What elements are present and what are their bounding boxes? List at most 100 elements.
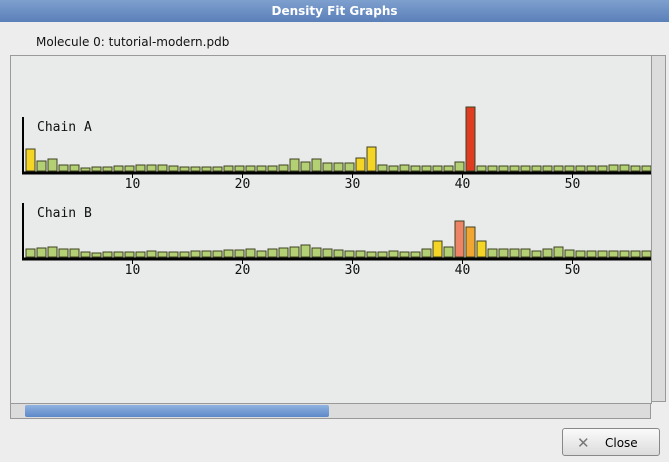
- bar: [498, 248, 509, 258]
- bar: [476, 240, 487, 258]
- x-tick-label: 50: [565, 177, 581, 192]
- bar: [190, 166, 201, 172]
- bar: [399, 251, 410, 258]
- bar: [366, 251, 377, 258]
- bar: [278, 247, 289, 258]
- close-label: Close: [605, 436, 638, 450]
- bar: [553, 165, 564, 172]
- bar: [333, 249, 344, 258]
- x-tick-label: 20: [235, 263, 251, 278]
- bar: [113, 165, 124, 172]
- bar: [201, 166, 212, 172]
- x-tick-label: 50: [565, 263, 581, 278]
- bar: [223, 249, 234, 258]
- bar: [179, 166, 190, 172]
- bar: [135, 164, 146, 172]
- bar: [146, 164, 157, 172]
- bar: [234, 165, 245, 172]
- bar: [575, 250, 586, 258]
- bar: [25, 148, 36, 172]
- bar: [289, 246, 300, 258]
- bar: [465, 226, 476, 258]
- bar: [47, 246, 58, 258]
- x-tick-label: 30: [345, 263, 361, 278]
- bar: [311, 247, 322, 258]
- bar: [146, 250, 157, 258]
- bar: [498, 165, 509, 172]
- close-button[interactable]: ✕ Close: [562, 428, 660, 456]
- bar: [564, 249, 575, 258]
- bar: [168, 165, 179, 172]
- bar: [531, 250, 542, 258]
- bar: [124, 251, 135, 258]
- vertical-scrollbar[interactable]: [651, 55, 666, 402]
- bar: [25, 248, 36, 258]
- bar: [509, 165, 520, 172]
- bar: [542, 248, 553, 258]
- bar: [454, 161, 465, 172]
- horizontal-scrollbar[interactable]: [10, 403, 651, 419]
- bar: [212, 250, 223, 258]
- bar: [421, 248, 432, 258]
- bar: [355, 157, 366, 172]
- bar: [509, 248, 520, 258]
- bar: [58, 164, 69, 172]
- bar: [487, 248, 498, 258]
- x-tick-label: 40: [455, 263, 471, 278]
- bar: [531, 165, 542, 172]
- bar: [487, 165, 498, 172]
- chain-label: Chain B: [37, 206, 92, 221]
- bar: [322, 248, 333, 258]
- bar: [47, 158, 58, 172]
- bar: [421, 165, 432, 172]
- bar: [542, 165, 553, 172]
- bar: [201, 250, 212, 258]
- bar: [113, 251, 124, 258]
- bar: [388, 165, 399, 172]
- bar: [410, 165, 421, 172]
- bar: [619, 250, 630, 258]
- bar: [410, 251, 421, 258]
- bar: [278, 164, 289, 172]
- bar: [630, 165, 641, 172]
- bar: [608, 164, 619, 172]
- bar: [69, 248, 80, 258]
- bar: [311, 158, 322, 172]
- bar: [355, 250, 366, 258]
- bar: [344, 162, 355, 172]
- bar: [388, 250, 399, 258]
- bar: [102, 166, 113, 172]
- bar: [586, 250, 597, 258]
- bar: [443, 165, 454, 172]
- bar: [58, 248, 69, 258]
- bar: [465, 106, 476, 172]
- bar: [564, 165, 575, 172]
- bar: [432, 165, 443, 172]
- bar: [575, 165, 586, 172]
- bar: [333, 162, 344, 172]
- bar: [267, 165, 278, 172]
- graph-canvas: Chain A 10 20 30 40 50 Chain B 10 20 30 40 50: [10, 55, 652, 404]
- bar: [245, 248, 256, 258]
- bar: [234, 249, 245, 258]
- bar: [80, 167, 91, 172]
- x-tick-label: 40: [455, 177, 471, 192]
- graphs: Chain A 10 20 30 40 50 Chain B 10 20 30 40 50: [22, 106, 651, 278]
- bar: [619, 164, 630, 172]
- bar: [597, 250, 608, 258]
- scroll-thumb[interactable]: [25, 405, 329, 417]
- bar: [520, 165, 531, 172]
- bar: [443, 246, 454, 258]
- bar: [168, 251, 179, 258]
- bar: [124, 165, 135, 172]
- bar: [476, 165, 487, 172]
- bar: [377, 164, 388, 172]
- bar: [586, 165, 597, 172]
- bar: [454, 220, 465, 258]
- bar: [80, 251, 91, 258]
- bar: [36, 247, 47, 258]
- molecule-label: Molecule 0: tutorial-modern.pdb: [36, 35, 230, 49]
- bar: [212, 166, 223, 172]
- bar: [641, 250, 651, 258]
- bar: [520, 248, 531, 258]
